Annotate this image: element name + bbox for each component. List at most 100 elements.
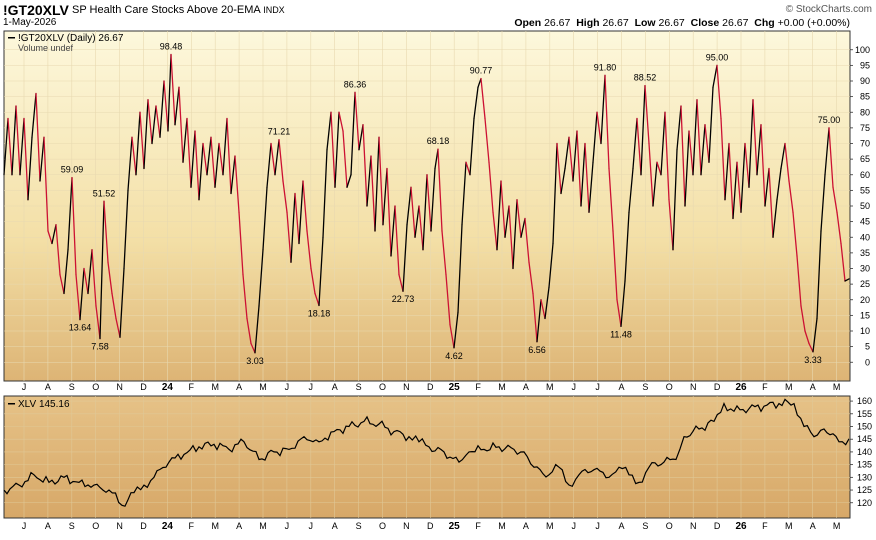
x-tick-label: M: [546, 521, 554, 531]
indicator-segment: [222, 117, 228, 176]
x-tick-label: D: [714, 521, 721, 531]
y-tick-label: 95: [860, 60, 870, 70]
indicator-segment: [370, 155, 376, 232]
x-tick-label: N: [403, 382, 410, 392]
indicator-segment: [422, 174, 428, 251]
x-tick-label: J: [595, 382, 600, 392]
x-tick-label: D: [427, 382, 434, 392]
annotation-label: 90.77: [470, 66, 493, 76]
indicator-segment: [182, 117, 188, 163]
indicator-segment: [808, 342, 814, 353]
indicator-segment: [552, 142, 558, 245]
indicator-segment: [374, 136, 380, 232]
x-tick-label: S: [642, 521, 648, 531]
indicator-segment: [828, 127, 834, 188]
indicator-segment: [294, 192, 300, 245]
y-tick-label: 65: [860, 154, 870, 164]
indicator-segment: [792, 211, 798, 257]
x-tick-label: D: [427, 521, 434, 531]
indicator-segment: [198, 142, 204, 201]
indicator-segment: [544, 286, 550, 320]
indicator-segment: [469, 117, 475, 176]
indicator-segment: [230, 155, 236, 195]
price-y-axis: 120 125 130 135 140 145 150 155 160: [850, 396, 872, 508]
x-tick-label: D: [140, 521, 147, 531]
x-tick-label: S: [356, 521, 362, 531]
indicator-segment: [784, 142, 790, 182]
price-line: [3, 398, 850, 507]
indicator-segment: [99, 200, 105, 340]
ohlc-readout: Open 26.67 High 26.67 Low 26.67 Close 26…: [514, 17, 850, 29]
annotation-label: 6.56: [528, 345, 546, 355]
indicator-segment: [330, 111, 336, 188]
indicator-segment: [764, 167, 770, 207]
annotation-label: 71.21: [268, 127, 291, 137]
ohlc-open-label: Open: [514, 17, 542, 29]
indicator-segment: [31, 92, 37, 138]
x-tick-label: A: [332, 521, 338, 531]
indicator-segment: [135, 111, 141, 176]
indicator-segment: [588, 161, 594, 213]
indicator-segment: [306, 230, 312, 270]
indicator-segment: [445, 274, 451, 326]
indicator-segment: [35, 92, 41, 182]
indicator-segment: [75, 274, 81, 321]
price-x-axis: J A S O N D 24 F M A M J J A S O N D 25 F M A M J J A S O N D 26 F M A M: [22, 521, 841, 532]
indicator-segment: [19, 117, 25, 176]
indicator-segment: [800, 305, 806, 332]
x-tick-label: M: [785, 382, 793, 392]
indicator-segment: [170, 53, 176, 126]
x-tick-label: N: [690, 521, 697, 531]
x-tick-label: O: [92, 382, 99, 392]
indicator-segment: [47, 230, 53, 245]
indicator-segment: [465, 161, 471, 176]
y-tick-label: 120: [857, 498, 872, 508]
indicator-y-axis: 0 5 10 15 20 25 30 35 40 45 50 55 60 65 70 75 80 85 90 95 10…: [850, 45, 870, 367]
indicator-segment: [390, 205, 396, 257]
annotation-label: 68.18: [427, 136, 450, 146]
indicator-segment: [576, 130, 582, 207]
indicator-segment: [492, 211, 498, 251]
annotation-label: 11.48: [610, 329, 632, 339]
indicator-segment: [676, 105, 682, 151]
indicator-segment: [218, 142, 224, 176]
indicator-segment: [532, 292, 538, 343]
indicator-segment: [206, 136, 212, 176]
indicator-segment: [7, 117, 13, 176]
indicator-segment: [488, 161, 494, 213]
indicator-segment: [418, 205, 424, 251]
x-tick-label: A: [45, 521, 51, 531]
indicator-segment: [214, 142, 220, 188]
indicator-segment: [151, 105, 157, 145]
x-tick-label: O: [92, 521, 99, 531]
y-tick-label: 10: [860, 326, 870, 336]
indicator-segment: [394, 205, 400, 276]
x-tick-label: O: [666, 382, 673, 392]
indicator-segment: [804, 330, 810, 345]
indicator-segment: [163, 80, 169, 132]
annotation-label: 86.36: [344, 79, 367, 89]
indicator-segment: [496, 180, 502, 251]
x-tick-label: F: [189, 521, 195, 531]
y-tick-label: 125: [857, 485, 872, 495]
indicator-segment: [744, 142, 750, 188]
indicator-segment: [346, 174, 352, 188]
indicator-segment: [536, 299, 542, 343]
y-tick-label: 150: [857, 422, 872, 432]
indicator-segment: [67, 176, 73, 251]
price-legend: XLV 145.16: [8, 399, 70, 410]
indicator-segment: [59, 274, 65, 295]
indicator-segment: [560, 167, 566, 195]
indicator-segment: [604, 74, 610, 170]
volume-legend-text: Volume undef: [18, 43, 74, 53]
indicator-segment: [704, 124, 710, 163]
x-tick-label: A: [236, 521, 242, 531]
indicator-segment: [11, 105, 17, 176]
indicator-segment: [278, 139, 284, 182]
indicator-segment: [812, 317, 818, 353]
indicator-segment: [406, 186, 412, 226]
x-tick-label: N: [403, 521, 410, 531]
x-tick-label: F: [475, 382, 481, 392]
ohlc-high-label: High: [576, 17, 600, 29]
indicator-segment: [712, 64, 718, 88]
